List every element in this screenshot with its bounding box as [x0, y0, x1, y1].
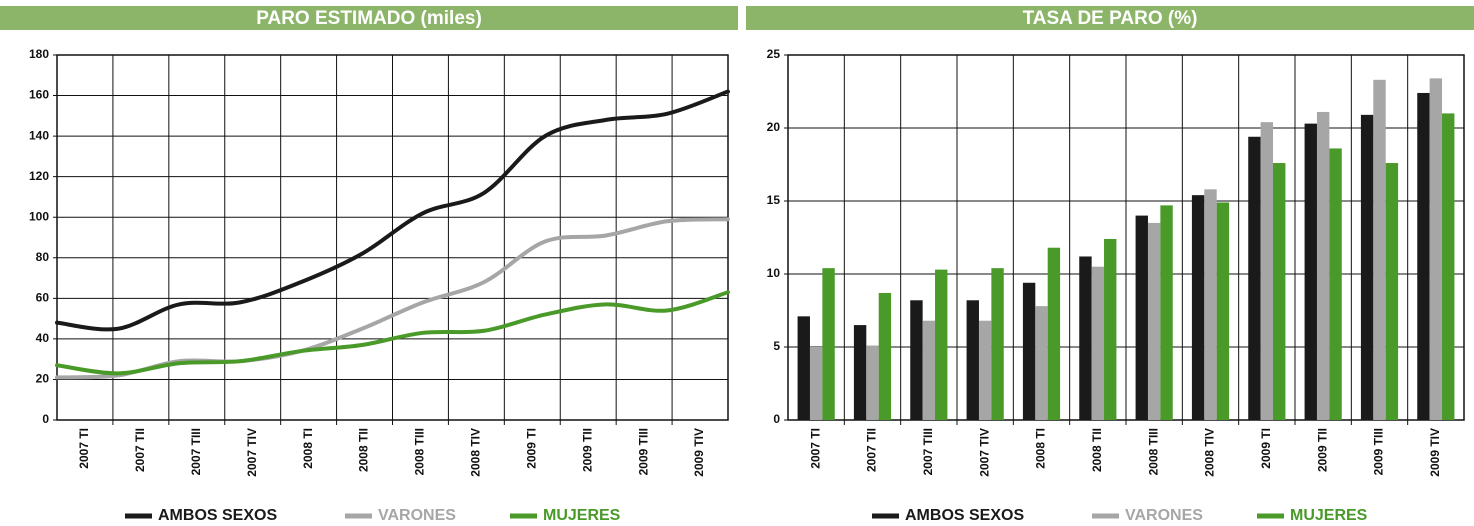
bar: [991, 268, 1004, 420]
bar: [1147, 222, 1161, 420]
bar: [809, 347, 823, 420]
y-tick-label: 160: [29, 88, 49, 102]
x-tick-label: 2008 TII: [357, 428, 371, 472]
bar: [1248, 136, 1261, 420]
y-tick-label: 5: [773, 339, 780, 353]
bar: [922, 320, 936, 420]
x-tick-label: 2007 TI: [77, 428, 91, 469]
bar: [1091, 266, 1105, 420]
x-tick-label: 2007 TII: [865, 428, 879, 472]
x-tick-label: 2009 TIII: [1372, 428, 1386, 475]
y-tick-label: 20: [767, 120, 781, 134]
x-tick-label: 2007 TII: [133, 428, 147, 472]
bar: [1260, 122, 1274, 420]
y-tick-label: 20: [36, 372, 50, 386]
legend-label: VARONES: [1125, 507, 1203, 524]
x-tick-label: 2008 TIV: [1203, 428, 1217, 477]
y-tick-label: 0: [42, 412, 49, 426]
line-series: [55, 89, 730, 332]
y-tick-label: 25: [767, 47, 781, 61]
bar: [866, 345, 879, 420]
bar: [1273, 163, 1286, 421]
bar: [966, 300, 979, 420]
legend-label: VARONES: [378, 507, 456, 524]
x-tick-label: 2008 TIV: [469, 428, 483, 477]
y-tick-label: 40: [36, 331, 50, 345]
legend-label: AMBOS SEXOS: [905, 507, 1024, 524]
bar: [1047, 247, 1061, 420]
bar: [935, 269, 948, 420]
bar: [853, 325, 867, 420]
bar: [1385, 163, 1399, 421]
bar: [1360, 114, 1374, 421]
y-tick-label: 15: [767, 193, 781, 207]
legend-label: AMBOS SEXOS: [158, 507, 277, 524]
x-tick-label: 2009 TIV: [1428, 428, 1442, 477]
x-tick-label: 2008 TI: [301, 428, 315, 469]
bar: [1135, 215, 1148, 420]
x-tick-label: 2008 TII: [1090, 428, 1104, 472]
chart-title: TASA DE PARO (%): [1023, 8, 1198, 29]
header-bar: [746, 6, 1474, 30]
bar: [1429, 78, 1443, 421]
chart-title: PARO ESTIMADO (miles): [256, 8, 482, 29]
bar: [1022, 282, 1036, 420]
x-tick-label: 2009 TII: [580, 428, 594, 472]
bar: [1216, 202, 1230, 420]
line-series: [55, 217, 730, 380]
x-tick-label: 2007 TIII: [921, 428, 935, 475]
bar: [1442, 113, 1455, 421]
y-tick-label: 120: [29, 169, 49, 183]
bar: [978, 320, 992, 420]
bar: [822, 268, 835, 420]
bar: [1035, 306, 1048, 420]
bar: [1104, 238, 1117, 420]
x-tick-label: 2007 TIV: [977, 428, 991, 477]
x-tick-label: 2009 TIII: [636, 428, 650, 475]
x-tick-label: 2009 TI: [1259, 428, 1273, 469]
bar: [1304, 123, 1317, 421]
bar: [1316, 111, 1330, 420]
x-tick-label: 2007 TIV: [245, 428, 259, 477]
legend-label: MUJERES: [543, 507, 621, 524]
header-bar: [0, 6, 738, 30]
y-tick-label: 180: [29, 47, 49, 61]
bar: [1204, 189, 1217, 420]
bar: [1417, 92, 1430, 421]
y-tick-label: 100: [29, 209, 49, 223]
x-tick-label: 2009 TI: [524, 428, 538, 469]
bar: [1329, 148, 1342, 420]
y-tick-label: 80: [36, 250, 50, 264]
y-tick-label: 0: [773, 412, 780, 426]
bar: [1079, 256, 1092, 420]
bar: [910, 300, 923, 420]
x-tick-label: 2008 TIII: [413, 428, 427, 475]
x-tick-label: 2008 TIII: [1146, 428, 1160, 475]
x-tick-label: 2009 TII: [1315, 428, 1329, 472]
y-tick-label: 140: [29, 128, 49, 142]
bar: [878, 292, 892, 420]
x-tick-label: 2009 TIV: [692, 428, 706, 477]
bar: [1373, 79, 1386, 420]
y-tick-label: 60: [36, 291, 50, 305]
line-series: [55, 290, 730, 376]
legend-label: MUJERES: [1290, 507, 1368, 524]
x-tick-label: 2007 TI: [808, 428, 822, 469]
bar: [1191, 195, 1205, 420]
x-tick-label: 2007 TIII: [189, 428, 203, 475]
y-tick-label: 10: [767, 266, 781, 280]
x-tick-label: 2008 TI: [1034, 428, 1048, 469]
bar: [797, 316, 810, 420]
bar: [1160, 205, 1173, 420]
